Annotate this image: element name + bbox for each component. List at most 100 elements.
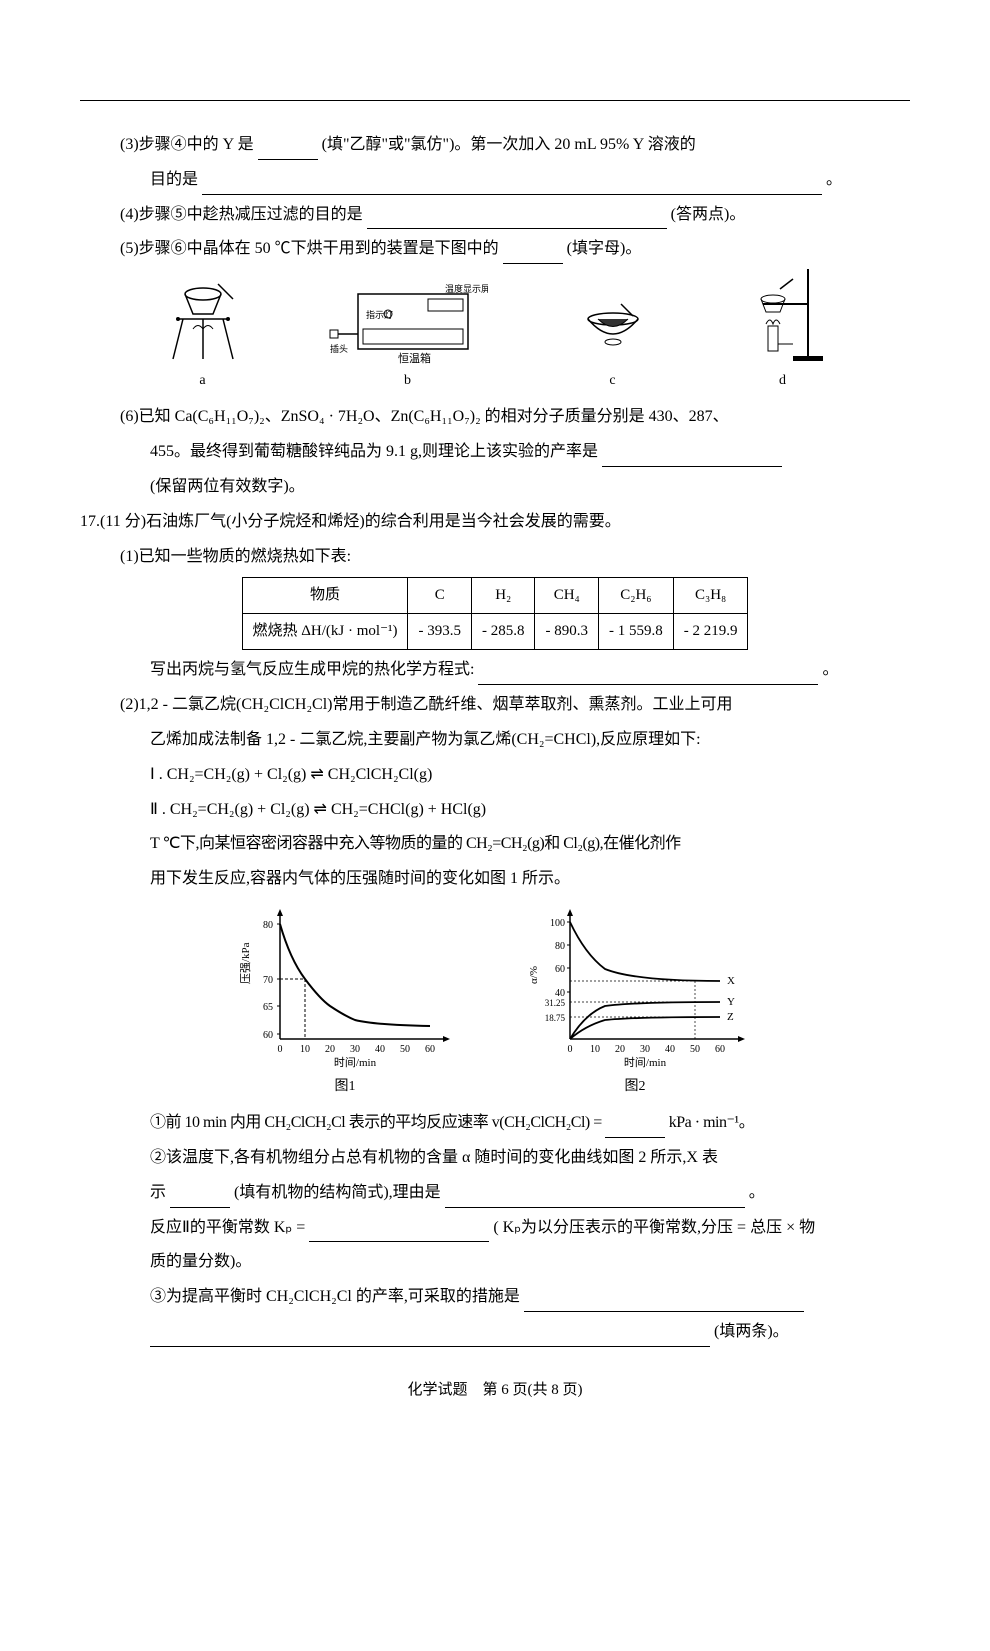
footer-text: 化学试题 第 6 页(共 8 页) <box>408 1382 583 1398</box>
svg-text:时间/min: 时间/min <box>334 1056 377 1069</box>
svg-text:插头: 插头 <box>330 343 348 354</box>
q17-s2-l2-prefix: 示 <box>150 1184 166 1201</box>
svg-text:40: 40 <box>665 1044 675 1055</box>
question-6-line1: (6)已知 Ca(C₆H₁₁O₇)₂、ZnSO₄ · 7H₂O、Zn(C₆H₁₁… <box>80 403 910 432</box>
q6-l2-prefix: 455。最终得到葡萄糖酸锌纯品为 9.1 g,则理论上该实验的产率是 <box>150 443 598 460</box>
crucible-icon <box>163 274 243 364</box>
svg-text:60: 60 <box>263 1030 273 1041</box>
q17-s2-l2-mid: (填有机物的结构简式),理由是 <box>234 1184 441 1201</box>
q17-s2-l2: 示 (填有机物的结构简式),理由是 。 <box>80 1179 910 1208</box>
val-4: - 2 219.9 <box>673 614 748 650</box>
row-label: 燃烧热 ΔH/(kJ · mol⁻¹) <box>242 614 408 650</box>
q17-s1: ①前 10 min 内用 CH₂ClCH₂Cl 表示的平均反应速率 v(CH₂C… <box>80 1109 910 1138</box>
q17-s1-suffix: kPa · min⁻¹。 <box>669 1114 754 1131</box>
th-1: C <box>408 578 472 614</box>
val-0: - 393.5 <box>408 614 472 650</box>
svg-text:Z: Z <box>727 1011 734 1023</box>
question-6-line3: (保留两位有效数字)。 <box>80 473 910 502</box>
svg-text:20: 20 <box>615 1044 625 1055</box>
th-3: CH₄ <box>535 578 599 614</box>
th-2: H₂ <box>471 578 535 614</box>
q17-s3: ③为提高平衡时 CH₂ClCH₂Cl 的产率,可采取的措施是 <box>80 1283 910 1312</box>
diagram-c-label: c <box>609 373 615 388</box>
chart1-caption: 图1 <box>235 1074 455 1099</box>
q4-prefix: (4)步骤⑤中趁热减压过滤的目的是 <box>120 206 363 223</box>
svg-text:10: 10 <box>300 1044 310 1055</box>
q17-s3-suffix: (填两条)。 <box>714 1323 789 1340</box>
q4-suffix: (答两点)。 <box>671 206 746 223</box>
svg-text:50: 50 <box>400 1044 410 1055</box>
q17-s2-blank2 <box>445 1190 745 1208</box>
q17-s2-l3-suffix: ( Kₚ为以分压表示的平衡常数,分压 = 总压 × 物 <box>493 1219 815 1236</box>
svg-text:0: 0 <box>568 1044 573 1055</box>
question-5: (5)步骤⑥中晶体在 50 ℃下烘干用到的装置是下图中的 (填字母)。 <box>80 235 910 264</box>
diagram-d-label: d <box>779 373 786 388</box>
svg-text:压强/kPa: 压强/kPa <box>239 942 252 984</box>
q17-p1-task-text: 写出丙烷与氢气反应生成甲烷的热化学方程式: <box>150 661 474 678</box>
q17-header-text: 17.(11 分)石油炼厂气(小分子烷烃和烯烃)的综合利用是当今社会发展的需要。 <box>80 513 621 530</box>
q6-l3: (保留两位有效数字)。 <box>150 478 305 495</box>
q3-l2-prefix: 目的是 <box>150 171 198 188</box>
q17-p2-l2-text: 乙烯加成法制备 1,2 - 二氯乙烷,主要副产物为氯乙烯(CH₂=CHCl),反… <box>150 731 701 748</box>
q17-s3-blank2 <box>150 1329 710 1347</box>
q17-s2-l1: ②该温度下,各有机物组分占总有机物的含量 α 随时间的变化曲线如图 2 所示,X… <box>80 1144 910 1173</box>
q17-s2-blank1 <box>170 1190 230 1208</box>
q5-suffix: (填字母)。 <box>567 240 642 257</box>
diagram-d: d <box>738 274 828 393</box>
svg-text:50: 50 <box>690 1044 700 1055</box>
q3-blank1 <box>258 142 318 160</box>
q17-p1-intro-text: (1)已知一些物质的燃烧热如下表: <box>120 548 351 565</box>
svg-text:100: 100 <box>550 918 565 929</box>
question-17-header: 17.(11 分)石油炼厂气(小分子烷烃和烯烃)的综合利用是当今社会发展的需要。 <box>80 508 910 537</box>
table-header-row: 物质 C H₂ CH₄ C₂H₆ C₃H₈ <box>242 578 748 614</box>
th-5: C₃H₈ <box>673 578 748 614</box>
diagram-c: c <box>573 274 653 393</box>
q17-p2-l1: (2)1,2 - 二氯乙烷(CH₂ClCH₂Cl)常用于制造乙酰纤维、烟草萃取剂… <box>80 691 910 720</box>
q5-blank <box>503 247 563 265</box>
alpha-time-chart: 100 80 60 40 31.25 18.75 0 10 20 30 40 5… <box>515 904 755 1074</box>
svg-text:Y: Y <box>727 996 735 1008</box>
q17-s2-l4: 质的量分数)。 <box>80 1248 910 1277</box>
q17-s1-blank <box>605 1120 665 1138</box>
q6-l1: (6)已知 Ca(C₆H₁₁O₇)₂、ZnSO₄ · 7H₂O、Zn(C₆H₁₁… <box>120 408 729 425</box>
svg-text:X: X <box>727 975 735 987</box>
combustion-heat-table: 物质 C H₂ CH₄ C₂H₆ C₃H₈ 燃烧热 ΔH/(kJ · mol⁻¹… <box>242 577 749 650</box>
question-3-line1: (3)步骤④中的 Y 是 (填"乙醇"或"氯仿")。第一次加入 20 mL 95… <box>80 131 910 160</box>
chart2-caption: 图2 <box>515 1074 755 1099</box>
q17-s3-prefix: ③为提高平衡时 CH₂ClCH₂Cl 的产率,可采取的措施是 <box>150 1288 520 1305</box>
burner-stand-icon <box>738 264 828 364</box>
svg-text:70: 70 <box>263 975 273 986</box>
q17-eq2: Ⅱ . CH₂=CH₂(g) + Cl₂(g) ⇌ CH₂=CHCl(g) + … <box>80 796 910 825</box>
svg-text:α/%: α/% <box>528 966 540 984</box>
q17-p1-intro: (1)已知一些物质的燃烧热如下表: <box>80 543 910 572</box>
question-4: (4)步骤⑤中趁热减压过滤的目的是 (答两点)。 <box>80 201 910 230</box>
svg-text:80: 80 <box>555 941 565 952</box>
oven-icon: 温度显示屏 指示灯 插头 恒温箱 <box>328 274 488 364</box>
svg-text:65: 65 <box>263 1002 273 1013</box>
svg-text:时间/min: 时间/min <box>624 1056 667 1069</box>
diagram-a-label: a <box>199 373 205 388</box>
q17-p2-l4-text: 用下发生反应,容器内气体的压强随时间的变化如图 1 所示。 <box>150 870 570 887</box>
svg-text:60: 60 <box>555 964 565 975</box>
q17-s3-blank1 <box>524 1294 804 1312</box>
q4-blank <box>367 212 667 230</box>
svg-text:31.25: 31.25 <box>545 998 566 1008</box>
q17-p2-l3: T ℃下,向某恒容密闭容器中充入等物质的量的 CH₂=CH₂(g)和 Cl₂(g… <box>80 830 910 859</box>
q17-p2-l3-text: T ℃下,向某恒容密闭容器中充入等物质的量的 CH₂=CH₂(g)和 Cl₂(g… <box>150 835 681 852</box>
q5-prefix: (5)步骤⑥中晶体在 50 ℃下烘干用到的装置是下图中的 <box>120 240 499 257</box>
q6-blank <box>602 449 782 467</box>
q3-l2-suffix: 。 <box>826 171 842 188</box>
th-0: 物质 <box>242 578 408 614</box>
svg-text:30: 30 <box>350 1044 360 1055</box>
pressure-time-chart: 60 65 70 80 0 10 20 30 40 50 60 压强/kPa 时… <box>235 904 455 1074</box>
svg-text:60: 60 <box>715 1044 725 1055</box>
svg-text:温度显示屏: 温度显示屏 <box>445 283 488 294</box>
val-2: - 890.3 <box>535 614 599 650</box>
q17-eq1-text: Ⅰ . CH₂=CH₂(g) + Cl₂(g) ⇌ CH₂ClCH₂Cl(g) <box>150 766 432 783</box>
q17-s2-l1-text: ②该温度下,各有机物组分占总有机物的含量 α 随时间的变化曲线如图 2 所示,X… <box>150 1149 718 1166</box>
val-3: - 1 559.8 <box>598 614 673 650</box>
q17-p2-l2: 乙烯加成法制备 1,2 - 二氯乙烷,主要副产物为氯乙烯(CH₂=CHCl),反… <box>80 726 910 755</box>
q17-s2-l4-text: 质的量分数)。 <box>150 1253 251 1270</box>
q17-p1-blank <box>478 668 818 686</box>
svg-text:40: 40 <box>375 1044 385 1055</box>
